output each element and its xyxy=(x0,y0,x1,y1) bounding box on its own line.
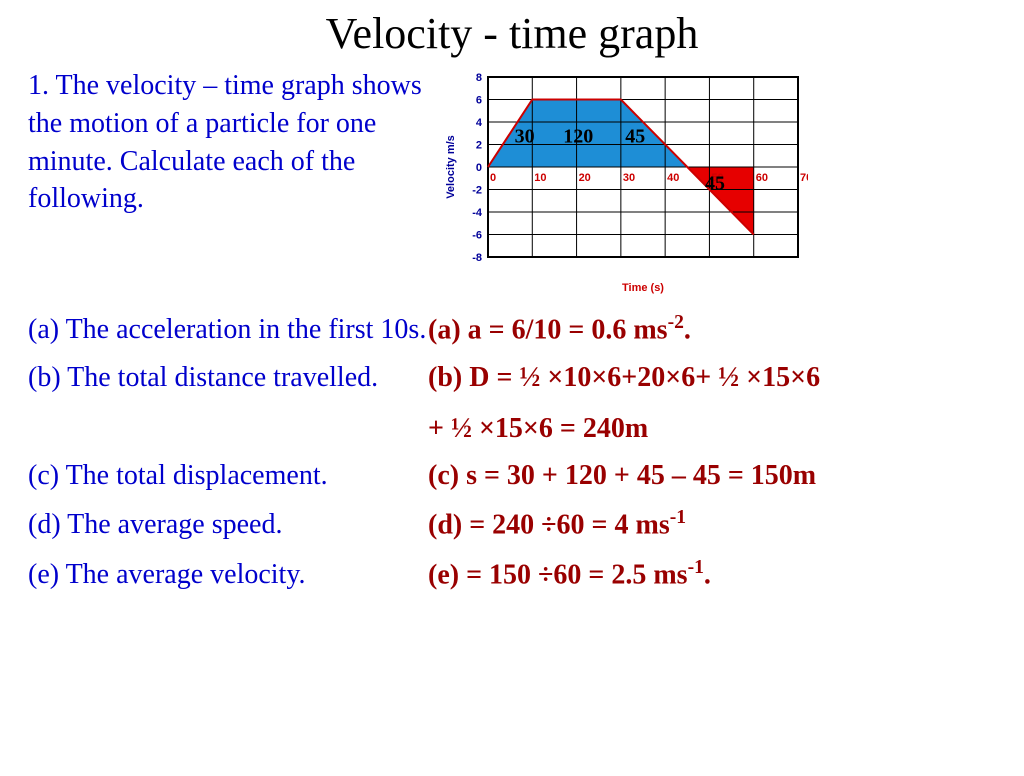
svg-text:Velocity m/s: Velocity m/s xyxy=(445,135,457,199)
answer-e-prefix: (e) = 150 ÷60 = 2.5 ms xyxy=(428,559,688,590)
svg-text:Time (s): Time (s) xyxy=(622,282,664,294)
svg-text:6: 6 xyxy=(476,95,482,107)
question-b: (b) The total distance travelled. xyxy=(28,361,428,395)
svg-text:-6: -6 xyxy=(472,230,482,242)
answer-d: (d) = 240 ÷60 = 4 ms-1 xyxy=(428,506,996,542)
svg-text:2: 2 xyxy=(476,140,482,152)
svg-text:70: 70 xyxy=(800,172,808,184)
question-c: (c) The total displacement. xyxy=(28,459,428,493)
answer-e-exp: -1 xyxy=(688,557,704,578)
svg-text:40: 40 xyxy=(667,172,679,184)
svg-text:-4: -4 xyxy=(472,207,483,219)
qa-row-e: (e) The average velocity. (e) = 150 ÷60 … xyxy=(28,556,996,592)
svg-text:0: 0 xyxy=(476,162,482,174)
answer-e-suffix: . xyxy=(704,559,711,590)
qa-row-d: (d) The average speed. (d) = 240 ÷60 = 4… xyxy=(28,506,996,542)
qa-block: (a) The acceleration in the first 10s. (… xyxy=(0,311,1024,592)
svg-text:10: 10 xyxy=(534,172,546,184)
qa-row-b: (b) The total distance travelled. (b) D … xyxy=(28,361,996,395)
velocity-time-chart: -8-6-4-202468010203040506070Time (s)Velo… xyxy=(438,67,808,297)
answer-d-exp: -1 xyxy=(670,507,686,528)
answer-e: (e) = 150 ÷60 = 2.5 ms-1. xyxy=(428,556,996,592)
svg-text:30: 30 xyxy=(623,172,635,184)
qa-row-c: (c) The total displacement. (c) s = 30 +… xyxy=(28,459,996,493)
svg-text:0: 0 xyxy=(490,172,496,184)
question-d: (d) The average speed. xyxy=(28,508,428,542)
intro-and-chart-row: 1. The velocity – time graph shows the m… xyxy=(0,67,1024,297)
answer-c: (c) s = 30 + 120 + 45 – 45 = 150m xyxy=(428,459,996,493)
svg-text:-8: -8 xyxy=(472,252,482,264)
qa-row-a: (a) The acceleration in the first 10s. (… xyxy=(28,311,996,347)
svg-text:45: 45 xyxy=(625,125,645,147)
answer-b-cont: + ½ ×15×6 = 240m xyxy=(428,413,996,445)
question-intro: 1. The velocity – time graph shows the m… xyxy=(28,67,438,218)
answer-b: (b) D = ½ ×10×6+20×6+ ½ ×15×6 xyxy=(428,361,996,395)
page-title: Velocity - time graph xyxy=(0,8,1024,59)
svg-text:60: 60 xyxy=(756,172,768,184)
question-a: (a) The acceleration in the first 10s. xyxy=(28,313,428,347)
answer-a-suffix: . xyxy=(684,314,691,345)
answer-d-prefix: (d) = 240 ÷60 = 4 ms xyxy=(428,509,670,540)
svg-text:45: 45 xyxy=(705,173,725,195)
svg-text:120: 120 xyxy=(563,125,593,147)
svg-text:8: 8 xyxy=(476,72,482,84)
answer-a: (a) a = 6/10 = 0.6 ms-2. xyxy=(428,311,996,347)
svg-text:20: 20 xyxy=(579,172,591,184)
velocity-time-chart-svg: -8-6-4-202468010203040506070Time (s)Velo… xyxy=(438,67,808,297)
svg-text:30: 30 xyxy=(515,125,535,147)
answer-a-prefix: (a) a = 6/10 = 0.6 ms xyxy=(428,314,668,345)
svg-text:-2: -2 xyxy=(472,185,482,197)
svg-text:4: 4 xyxy=(476,117,483,129)
question-e: (e) The average velocity. xyxy=(28,558,428,592)
answer-a-exp: -2 xyxy=(668,312,684,333)
